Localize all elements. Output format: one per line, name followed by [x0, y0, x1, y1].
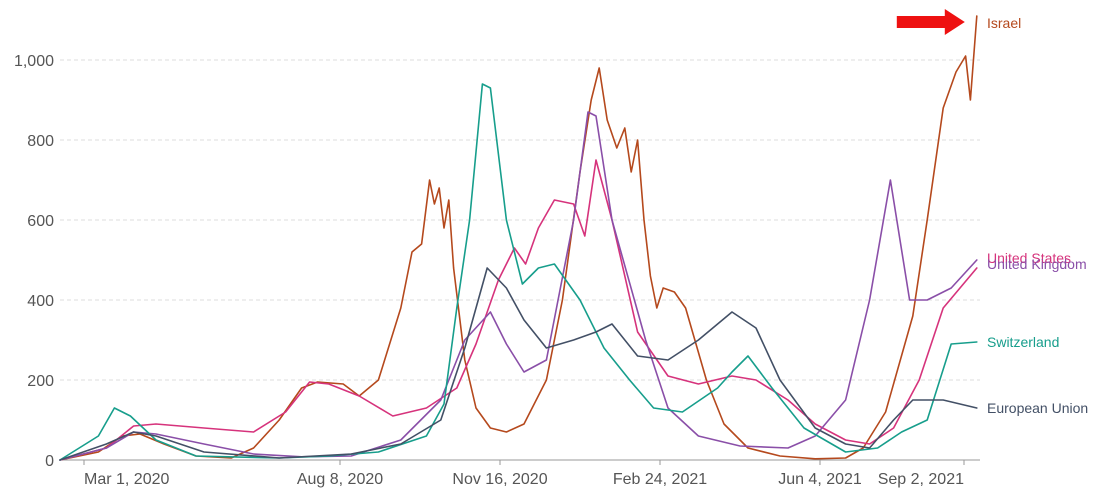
series-line-united-kingdom [59, 111, 978, 461]
y-axis: 0 200 400 600 800 1,000 [14, 53, 54, 470]
x-tick-label: Mar 1, 2020 [84, 471, 169, 488]
x-axis: Mar 1, 2020 Aug 8, 2020 Nov 16, 2020 Feb 24… [60, 459, 980, 488]
grid [60, 59, 980, 381]
y-tick-label: 0 [45, 453, 54, 470]
series-label-united-kingdom: United Kingdom [987, 256, 1087, 272]
y-tick-label: 1,000 [14, 53, 54, 70]
annotations [896, 9, 965, 35]
series-label-israel: Israel [987, 15, 1021, 31]
x-tick-label: Jun 4, 2021 [778, 471, 862, 488]
series-line-united-states [59, 159, 978, 461]
series-line-switzerland [59, 83, 978, 461]
x-tick-label: Aug 8, 2020 [297, 471, 383, 488]
x-tick-label: Feb 24, 2021 [613, 471, 707, 488]
series-label-united-states: United States [987, 250, 1071, 266]
x-tick-label: Nov 16, 2020 [452, 471, 547, 488]
series-label-european-union: European Union [987, 400, 1088, 416]
series-lines [59, 15, 978, 461]
series-line-israel [59, 15, 978, 461]
x-tick-label: Sep 2, 2021 [878, 471, 964, 488]
series-label-switzerland: Switzerland [987, 334, 1059, 350]
y-tick-label: 400 [27, 293, 54, 310]
y-tick-label: 200 [27, 373, 54, 390]
arrow-icon [896, 9, 965, 35]
y-tick-label: 600 [27, 213, 54, 230]
series-line-european-union [59, 267, 978, 461]
y-tick-label: 800 [27, 133, 54, 150]
